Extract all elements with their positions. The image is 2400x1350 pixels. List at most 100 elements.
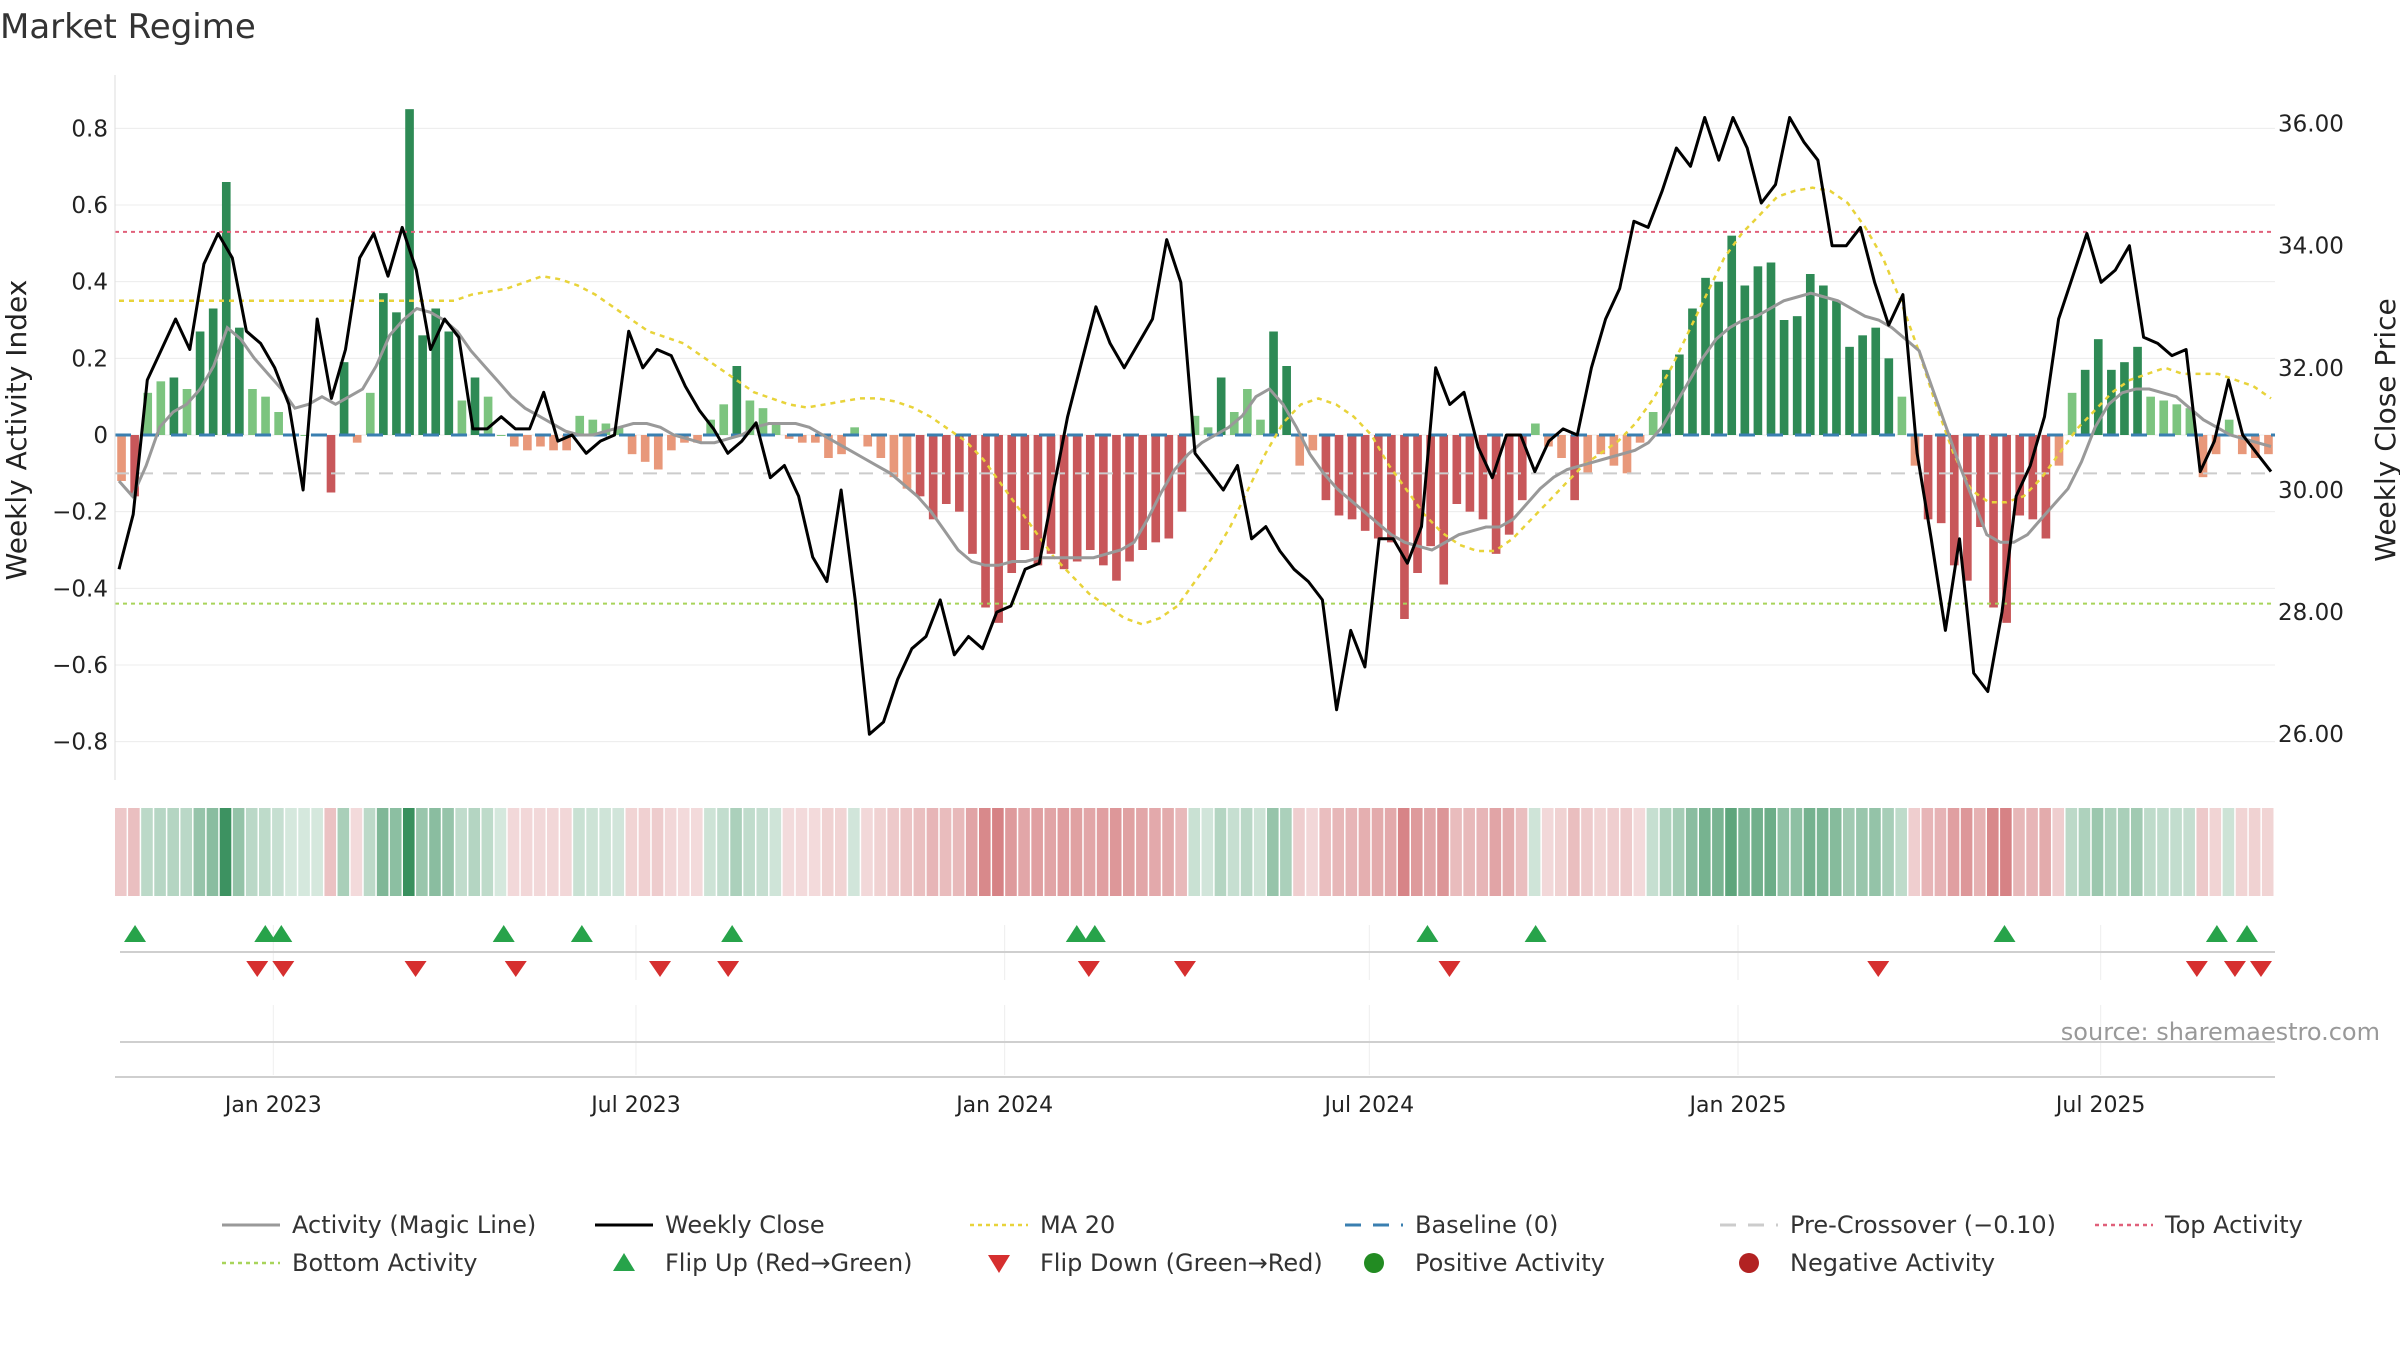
heat-cell: [900, 808, 913, 896]
activity-bar: [1819, 285, 1828, 435]
activity-bar: [1112, 435, 1121, 581]
activity-bar: [1269, 331, 1278, 435]
heat-cell: [2065, 808, 2078, 896]
heat-cell: [926, 808, 939, 896]
activity-bar: [300, 435, 310, 436]
heat-cell: [1293, 808, 1305, 896]
activity-bar: [208, 308, 218, 435]
heat-cell: [691, 808, 703, 896]
heat-cell: [167, 808, 179, 896]
heat-cell: [1594, 808, 1606, 896]
activity-bar: [1033, 435, 1043, 566]
legend-swatch: [1739, 1253, 1759, 1273]
heat-cell: [1057, 808, 1070, 896]
heat-cell: [1856, 808, 1868, 896]
activity-bar: [1020, 435, 1030, 550]
heat-cell: [1843, 808, 1855, 896]
activity-bar: [1740, 285, 1750, 435]
heat-cell: [311, 808, 323, 896]
activity-bar: [653, 435, 663, 470]
activity-bar: [732, 366, 742, 435]
heat-cell: [730, 808, 742, 896]
heat-cell: [887, 808, 899, 896]
flip-down-marker: [2223, 961, 2246, 977]
activity-bar: [392, 312, 401, 435]
heat-cell: [1751, 808, 1763, 896]
flip-up-marker: [2205, 925, 2228, 942]
heat-cell: [1345, 808, 1358, 896]
activity-bar: [1452, 435, 1462, 504]
heat-cell: [1253, 808, 1266, 896]
activity-bar: [1557, 435, 1566, 458]
activity-bar: [863, 435, 873, 447]
y-left-tick-label: −0.8: [52, 730, 108, 756]
weekly-close-line: [117, 116, 2273, 736]
heat-cell: [638, 808, 651, 896]
activity-bar: [483, 396, 493, 435]
activity-bar: [1164, 435, 1174, 539]
heat-cell: [1424, 808, 1436, 896]
legend-label: Pre-Crossover (−0.10): [1790, 1211, 2056, 1239]
heat-cell: [1371, 808, 1384, 896]
activity-bar: [1373, 435, 1383, 539]
activity-bar: [470, 377, 480, 435]
activity-bar: [667, 435, 676, 451]
heat-cell: [2013, 808, 2025, 896]
activity-bar: [1779, 320, 1789, 435]
activity-bar: [182, 389, 192, 435]
heat-cell: [1738, 808, 1750, 896]
heat-cell: [1450, 808, 1462, 896]
activity-bar: [784, 435, 794, 439]
heat-cell: [2104, 808, 2117, 896]
activity-bar: [614, 427, 624, 435]
heat-cell: [2170, 808, 2182, 896]
flip-up-marker: [1524, 925, 1547, 942]
activity-bar: [444, 331, 454, 435]
activity-bar: [1099, 435, 1108, 566]
heat-cell: [1136, 808, 1148, 896]
heat-cell: [1319, 808, 1331, 896]
activity-bar: [889, 435, 899, 478]
heat-cell: [350, 808, 363, 896]
activity-bar: [1661, 369, 1671, 435]
legend-label: Negative Activity: [1790, 1249, 1995, 1277]
activity-bar: [1858, 335, 1867, 435]
activity-bar: [117, 435, 126, 481]
activity-bar: [523, 435, 532, 451]
heat-cell: [1659, 808, 1672, 896]
activity-bar: [1910, 435, 1920, 466]
heat-cell: [468, 808, 481, 896]
flip-up-marker: [721, 925, 744, 942]
y-right-tick-label: 30.00: [2278, 478, 2344, 504]
source-note: source: sharemaestro.com: [2061, 1018, 2380, 1046]
heat-cell: [1188, 808, 1201, 896]
activity-bar: [994, 435, 1003, 623]
flip-up-marker: [570, 925, 593, 942]
activity-bar: [758, 408, 768, 435]
chart-title: Market Regime: [0, 7, 256, 47]
heat-cell: [861, 808, 873, 896]
heat-cell: [1201, 808, 1214, 896]
heat-cell: [442, 808, 454, 896]
heat-cell: [979, 808, 991, 896]
y-right-tick-label: 32.00: [2278, 356, 2344, 382]
activity-bar: [143, 392, 153, 435]
flip-up-marker: [2235, 925, 2258, 942]
flip-down-marker: [1438, 961, 1461, 977]
activity-bar: [1871, 327, 1881, 435]
activity-bar: [1963, 435, 1972, 581]
heat-cell: [429, 808, 441, 896]
y-right-tick-label: 34.00: [2278, 234, 2344, 260]
heat-cell: [1083, 808, 1096, 896]
legend-swatch: [613, 1253, 635, 1271]
heat-cell: [1973, 808, 1986, 896]
flip-up-marker: [1065, 925, 1088, 942]
heat-cell: [337, 808, 350, 896]
activity-bar: [235, 327, 244, 435]
heat-cell: [1240, 808, 1253, 896]
activity-bar: [496, 435, 506, 436]
y-right-tick-label: 26.00: [2278, 722, 2344, 748]
activity-bar: [811, 435, 820, 443]
heat-cell: [1685, 808, 1698, 896]
